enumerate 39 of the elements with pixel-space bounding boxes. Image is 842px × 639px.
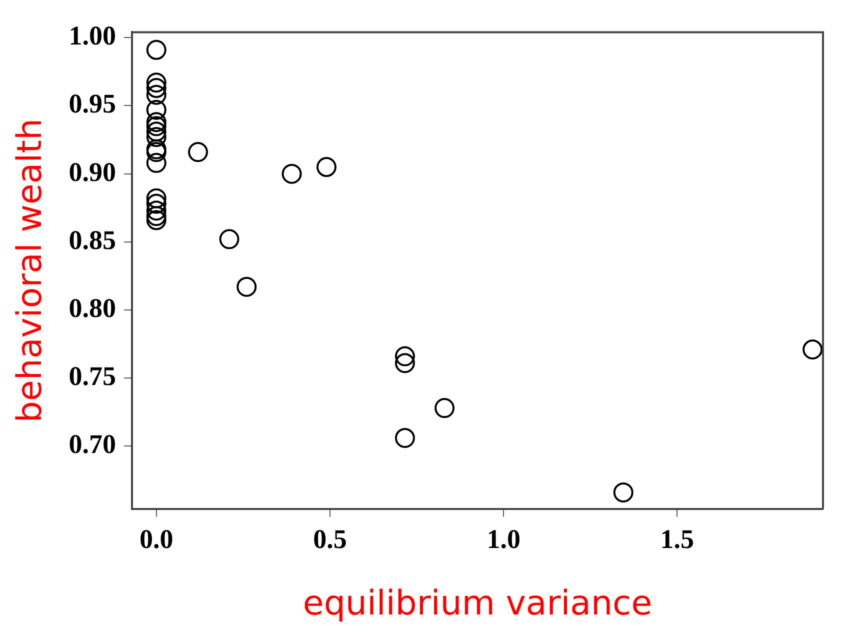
point	[146, 188, 166, 208]
point	[146, 200, 166, 221]
point	[236, 276, 257, 297]
point	[146, 206, 166, 226]
x-tick-label: 1.0	[486, 524, 520, 554]
point	[613, 482, 634, 502]
y-tick-label: 1.00	[68, 20, 116, 51]
point	[316, 157, 336, 178]
point	[188, 142, 208, 162]
y-tick-label: 0.75	[68, 361, 116, 392]
y-tick-label: 0.70	[68, 429, 116, 460]
point	[146, 40, 166, 60]
point	[146, 84, 166, 105]
x-tick-label: 1.5	[660, 524, 694, 554]
point	[146, 152, 166, 173]
point	[146, 122, 166, 142]
point	[394, 428, 415, 448]
point	[146, 116, 166, 136]
point	[434, 398, 455, 418]
y-tick-label: 0.80	[68, 292, 116, 323]
point	[282, 164, 302, 184]
point	[394, 346, 415, 366]
point	[146, 210, 166, 230]
point	[146, 100, 166, 120]
point	[802, 339, 823, 360]
point	[394, 353, 415, 374]
y-tick-label: 0.85	[68, 224, 116, 255]
point	[219, 229, 240, 250]
x-tick-label: 0.5	[313, 524, 347, 554]
x-axis-title: equilibrium variance	[302, 583, 652, 624]
point	[146, 78, 166, 98]
point	[146, 194, 166, 214]
point	[146, 72, 166, 93]
point	[146, 112, 166, 132]
y-tick-label: 0.90	[68, 156, 116, 187]
point	[146, 127, 166, 148]
x-tick-label: 0.0	[139, 524, 174, 554]
y-tick-label: 0.95	[68, 88, 116, 119]
y-axis-title: behavioral wealth	[10, 118, 50, 423]
